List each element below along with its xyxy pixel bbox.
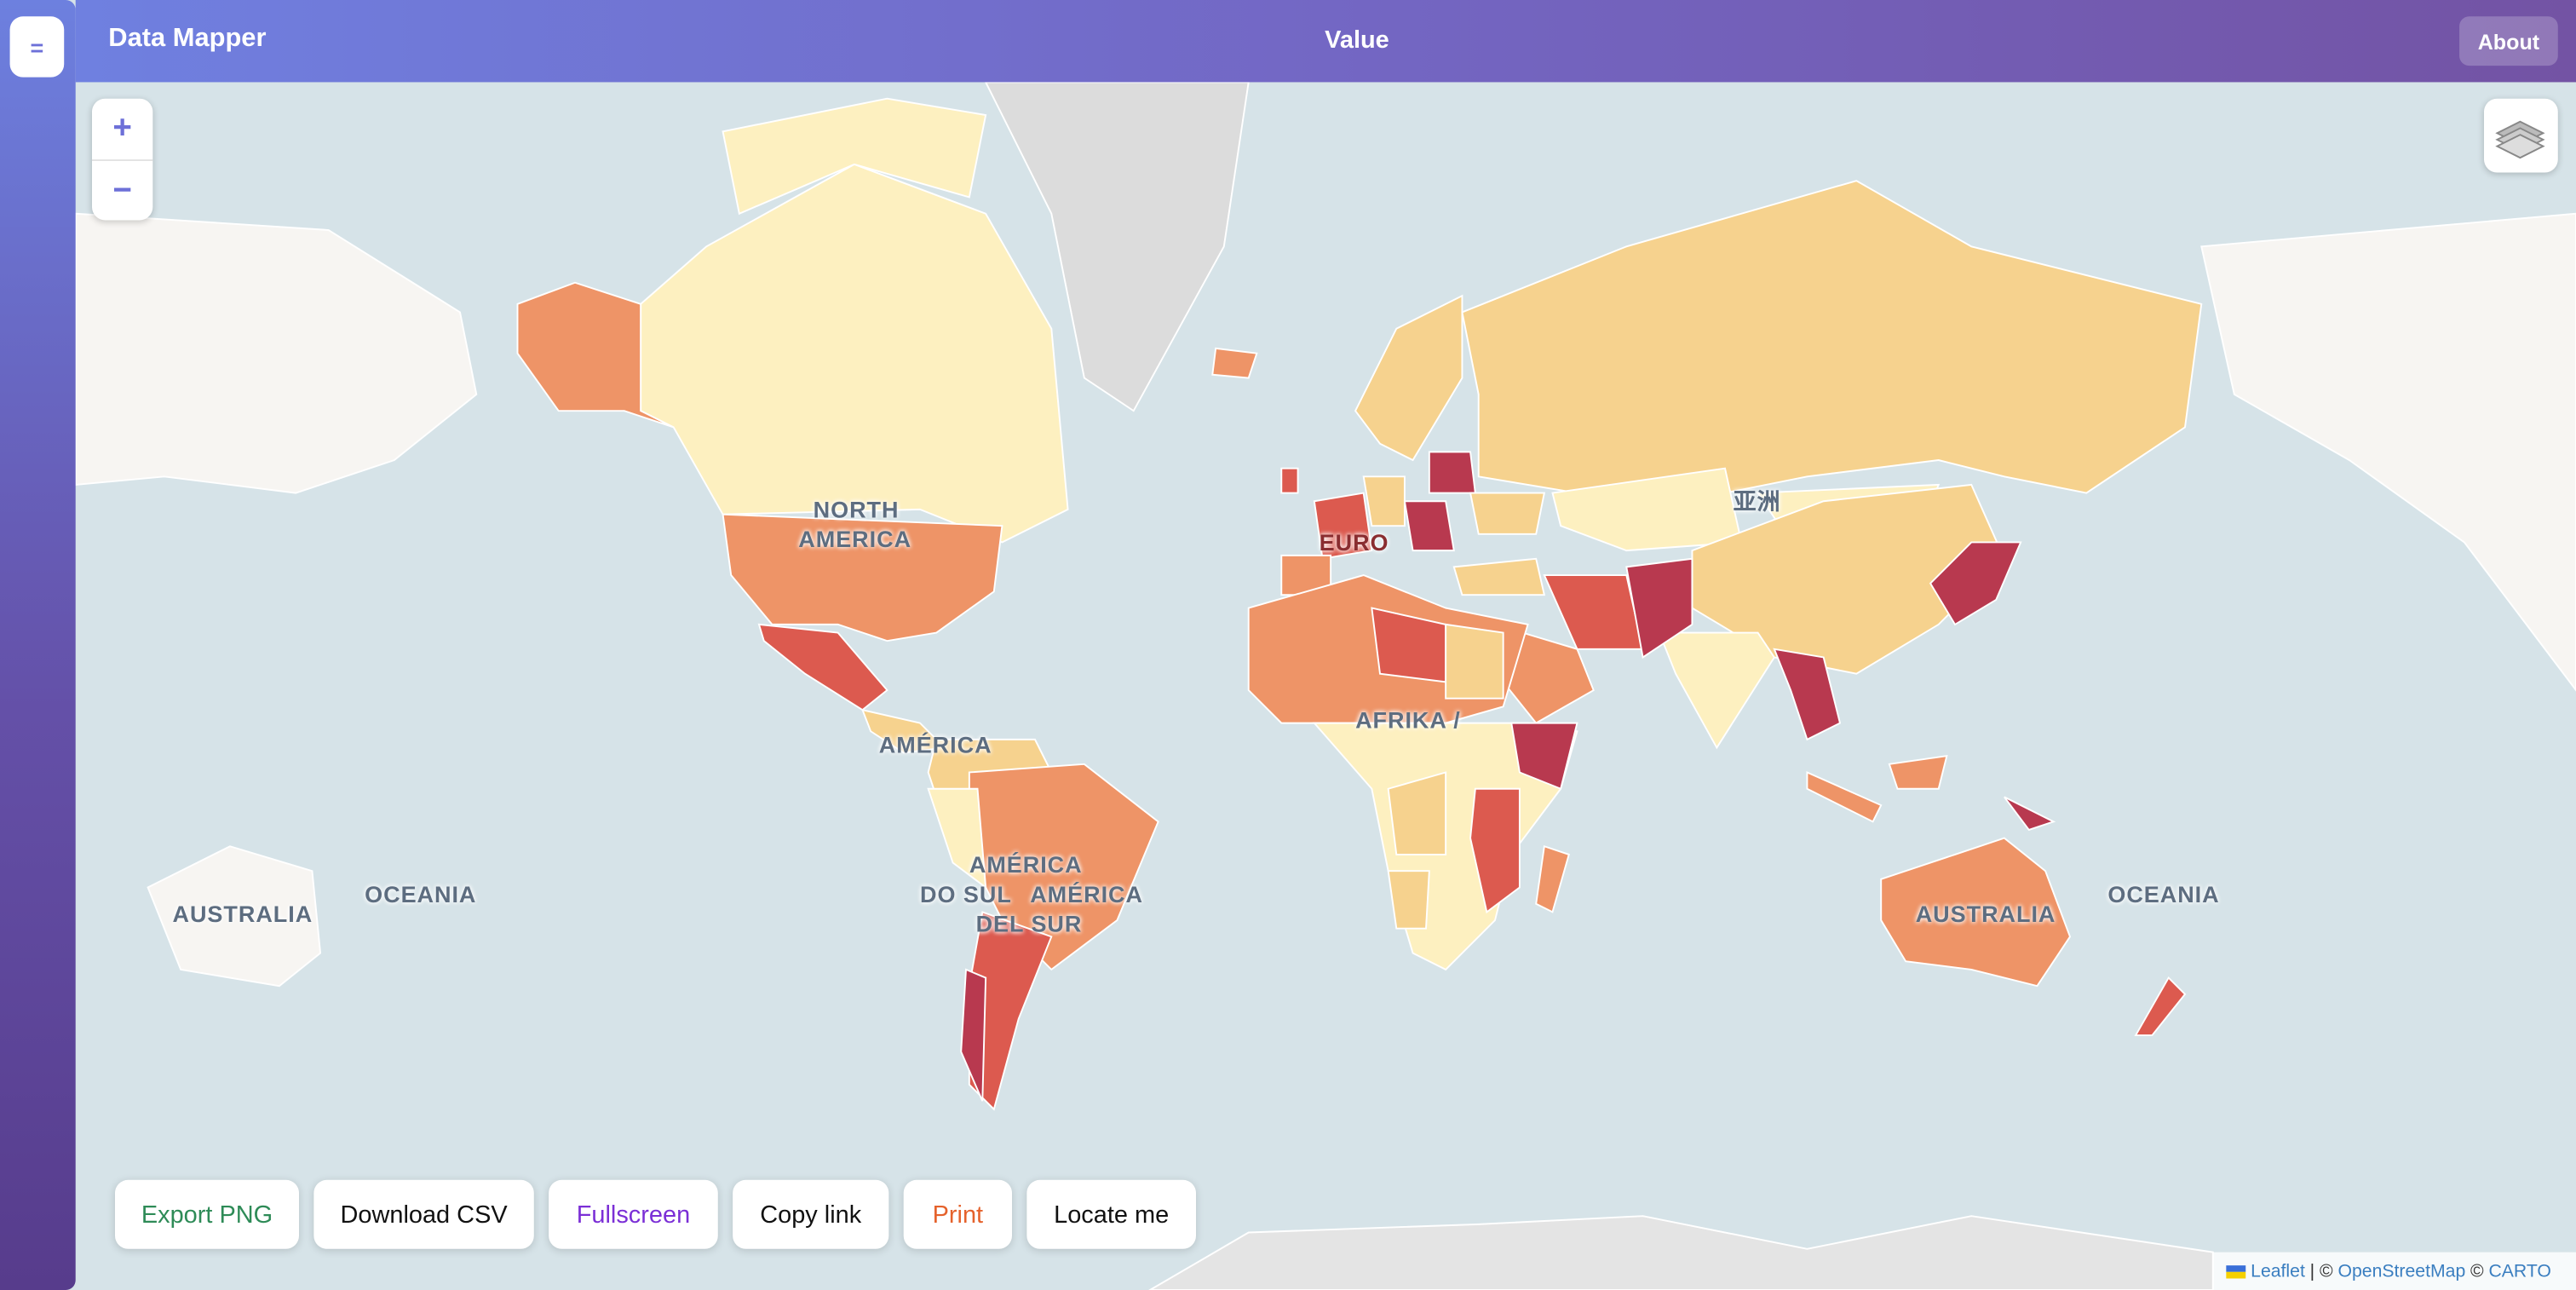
map-label: AFRIKA / [1355,706,1461,734]
header-subtitle: Value [1325,26,1389,55]
map-label: AMÉRICA [969,851,1083,878]
map-label: AMÉRICA [1030,880,1143,907]
flag-icon [2226,1264,2246,1278]
locate-me-button[interactable]: Locate me [1026,1179,1196,1249]
map-label: NORTH [813,496,900,523]
map-label: AMERICA [798,526,912,553]
layers-icon [2495,120,2545,159]
zoom-control: + − [91,98,153,221]
layers-button[interactable] [2483,98,2558,173]
about-button[interactable]: About [2459,16,2558,66]
map-label: DEL SUR [975,910,1083,937]
leaflet-link[interactable]: Leaflet [2251,1261,2305,1281]
map-label: OCEANIA [365,880,477,907]
zoom-out[interactable]: − [112,172,132,209]
map-label: 亚洲 [1733,487,1781,515]
copy-link-button[interactable]: Copy link [733,1179,889,1249]
zoom-in[interactable]: + [91,99,153,162]
osm-link[interactable]: OpenStreetMap [2337,1261,2466,1281]
background-land [74,81,2576,1290]
print-button[interactable]: Print [903,1179,1012,1249]
sidebar: = [0,0,76,1290]
app-title: Data Mapper [108,24,267,53]
header: Data Mapper Value About [75,0,2576,83]
fullscreen-button[interactable]: Fullscreen [549,1179,718,1249]
download-csv-button[interactable]: Download CSV [313,1179,534,1249]
map-label: DO SUL [919,880,1012,907]
map-label: OCEANIA [2107,880,2220,907]
map-label: AMÉRICA [878,731,992,758]
attribution-text: © [2470,1261,2484,1281]
map-label: AUSTRALIA [1915,900,2056,927]
map-label: EURO [1319,529,1389,556]
attribution: Leaflet | © OpenStreetMap © CARTO [2212,1252,2576,1290]
attribution-text: | © [2309,1261,2333,1281]
export-png-button[interactable]: Export PNG [114,1179,299,1249]
choropleth [516,97,2203,1111]
carto-link[interactable]: CARTO [2488,1261,2551,1281]
menu-button[interactable]: = [9,16,65,78]
map-label: AUSTRALIA [172,900,313,927]
